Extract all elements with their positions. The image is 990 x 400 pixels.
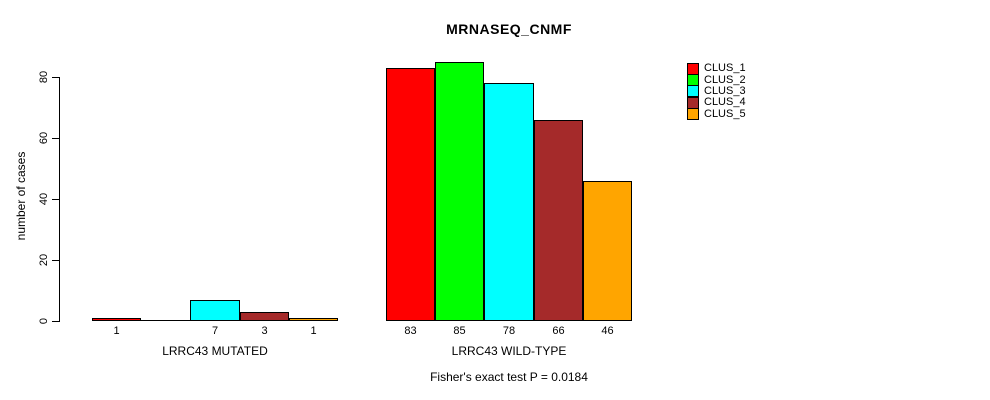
group-label: LRRC43 MUTATED <box>162 344 268 358</box>
y-axis-tick-label: 80 <box>38 70 50 84</box>
legend-swatch-clus_1 <box>687 62 699 75</box>
y-axis-label: number of cases <box>14 151 28 241</box>
bar-count-label: 83 <box>404 325 417 337</box>
y-axis-line <box>59 77 60 322</box>
y-axis-tick-label: 20 <box>38 253 50 267</box>
legend: CLUS_1 CLUS_2 CLUS_3 CLUS_4 CLUS_5 <box>687 62 746 121</box>
bar-clus_5 <box>289 318 338 321</box>
legend-label: CLUS_5 <box>704 107 746 120</box>
bar-count-label: 1 <box>310 325 317 337</box>
legend-label: CLUS_1 <box>704 62 746 75</box>
y-axis-tick-label: 0 <box>38 317 50 325</box>
y-axis-tick <box>52 321 59 322</box>
bar-clus_1 <box>386 68 435 321</box>
legend-label: CLUS_4 <box>704 96 746 109</box>
legend-item: CLUS_1 <box>687 62 746 75</box>
group-label: LRRC43 WILD-TYPE <box>451 344 567 358</box>
legend-swatch-clus_3 <box>687 85 699 98</box>
fisher-test-annotation: Fisher's exact test P = 0.0184 <box>430 370 588 384</box>
bar-clus_3 <box>190 300 240 321</box>
bar-count-label: 46 <box>601 325 614 337</box>
legend-item: CLUS_4 <box>687 96 746 109</box>
bar-count-label: 3 <box>261 325 268 337</box>
y-axis-tick <box>52 199 59 200</box>
bar-count-label: 1 <box>113 325 120 337</box>
legend-swatch-clus_4 <box>687 96 699 109</box>
y-axis-tick-label: 40 <box>38 192 50 206</box>
y-axis-tick <box>52 260 59 261</box>
legend-label: CLUS_3 <box>704 84 746 97</box>
bar-count-label: 85 <box>453 325 466 337</box>
legend-swatch-clus_2 <box>687 74 699 87</box>
y-axis-tick <box>52 138 59 139</box>
y-axis-tick <box>52 77 59 78</box>
bar-clus_4 <box>534 120 583 321</box>
y-axis-tick-label: 60 <box>38 131 50 145</box>
bar-clus_1 <box>92 318 141 321</box>
bar-clus_2-zero <box>141 320 190 321</box>
legend-swatch-clus_5 <box>687 108 699 121</box>
chart-title: MRNASEQ_CNMF <box>446 21 572 37</box>
bar-count-label: 78 <box>502 325 516 337</box>
bar-clus_5 <box>583 181 632 321</box>
legend-item: CLUS_5 <box>687 107 746 121</box>
legend-label: CLUS_2 <box>704 73 746 86</box>
bar-clus_3 <box>484 83 534 321</box>
bar-clus_2 <box>435 62 484 321</box>
bar-clus_4 <box>240 312 289 321</box>
bar-count-label: 66 <box>552 325 565 337</box>
bar-count-label: 7 <box>211 325 219 337</box>
